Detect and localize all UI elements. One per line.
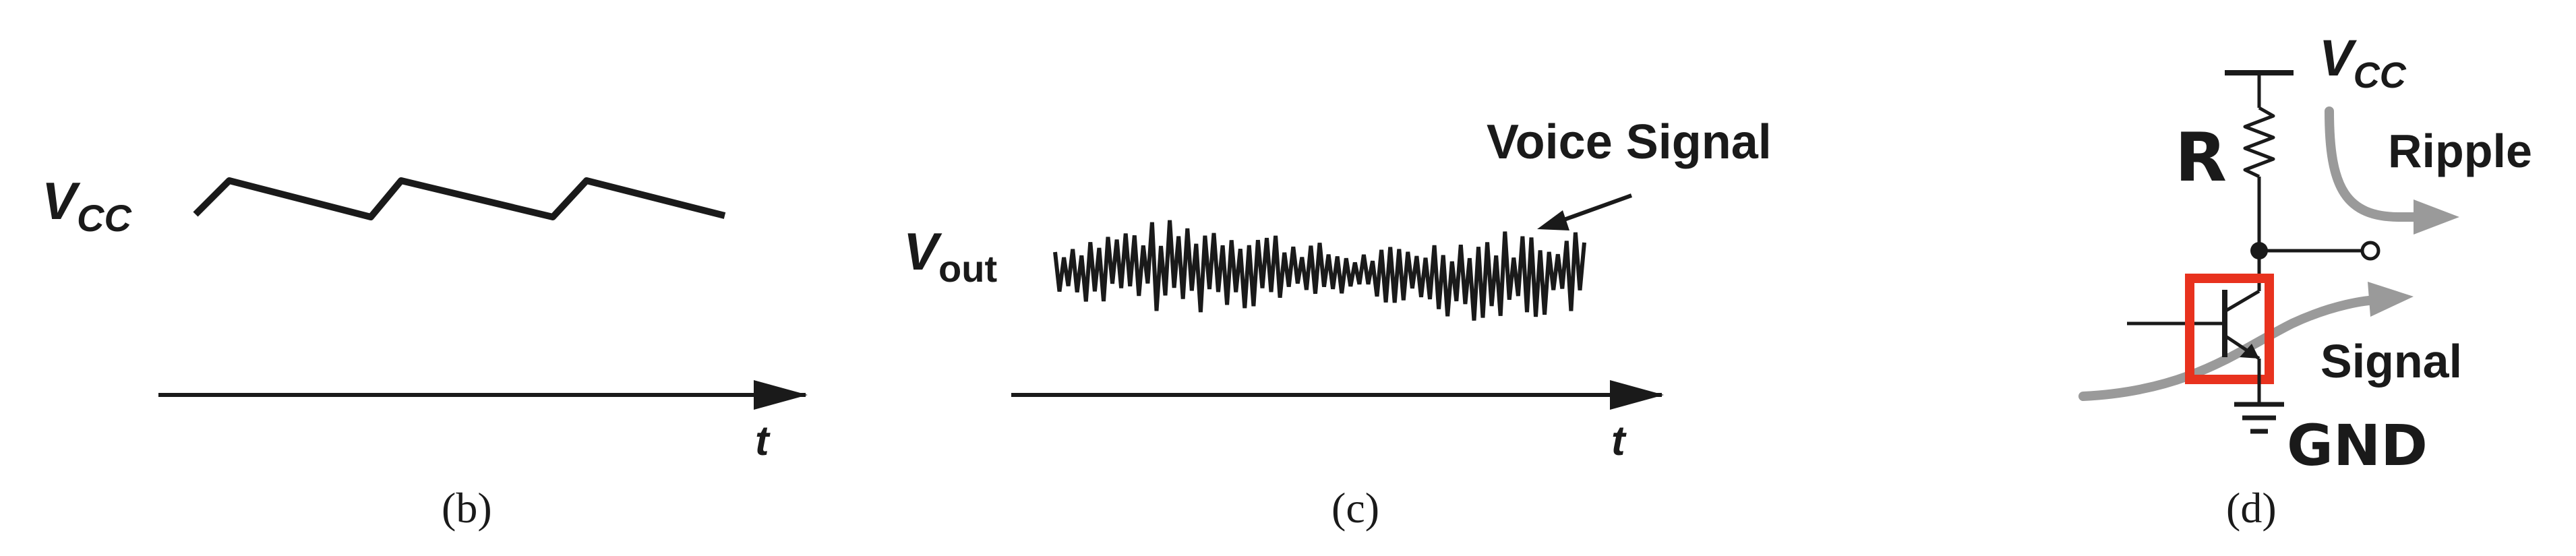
vout-label: Vout [903,222,997,290]
ground-symbol [2234,402,2284,434]
caption-b: (b) [442,484,492,532]
ripple-label: Ripple [2388,125,2532,177]
bjt-transistor-symbol [2127,289,2260,361]
caption-c: (c) [1331,484,1379,532]
ground-label: GND [2287,412,2428,478]
signal-label: Signal [2320,335,2462,388]
caption-d: (d) [2226,484,2277,532]
time-axis-c-arrowhead [1610,380,1664,410]
vcc-label-b: VCC [42,171,132,239]
vcc-ripple-waveform [193,177,726,220]
panel-c: Vout Voice Signal t (c) [903,115,1772,532]
noisy-output-waveform [1053,220,1586,321]
voice-signal-label: Voice Signal [1487,115,1772,169]
time-axis-b-arrowhead [754,380,808,410]
ripple-arrow [2325,106,2432,222]
time-label-c: t [1611,418,1627,464]
transistor-highlight-box [2185,274,2274,384]
ripple-arrowhead [2414,199,2459,235]
voice-signal-pointer-head [1537,210,1569,230]
signal-arrowhead [2368,282,2414,317]
resistor-symbol [2243,106,2275,179]
resistor-label: R [2175,118,2227,197]
panel-b: VCC t (b) [42,171,808,532]
output-terminal [2360,241,2380,261]
time-label-b: t [755,418,771,464]
panel-d: VCC R Ripple Signal [2078,30,2532,532]
vcc-label-d: VCC [2319,30,2407,96]
